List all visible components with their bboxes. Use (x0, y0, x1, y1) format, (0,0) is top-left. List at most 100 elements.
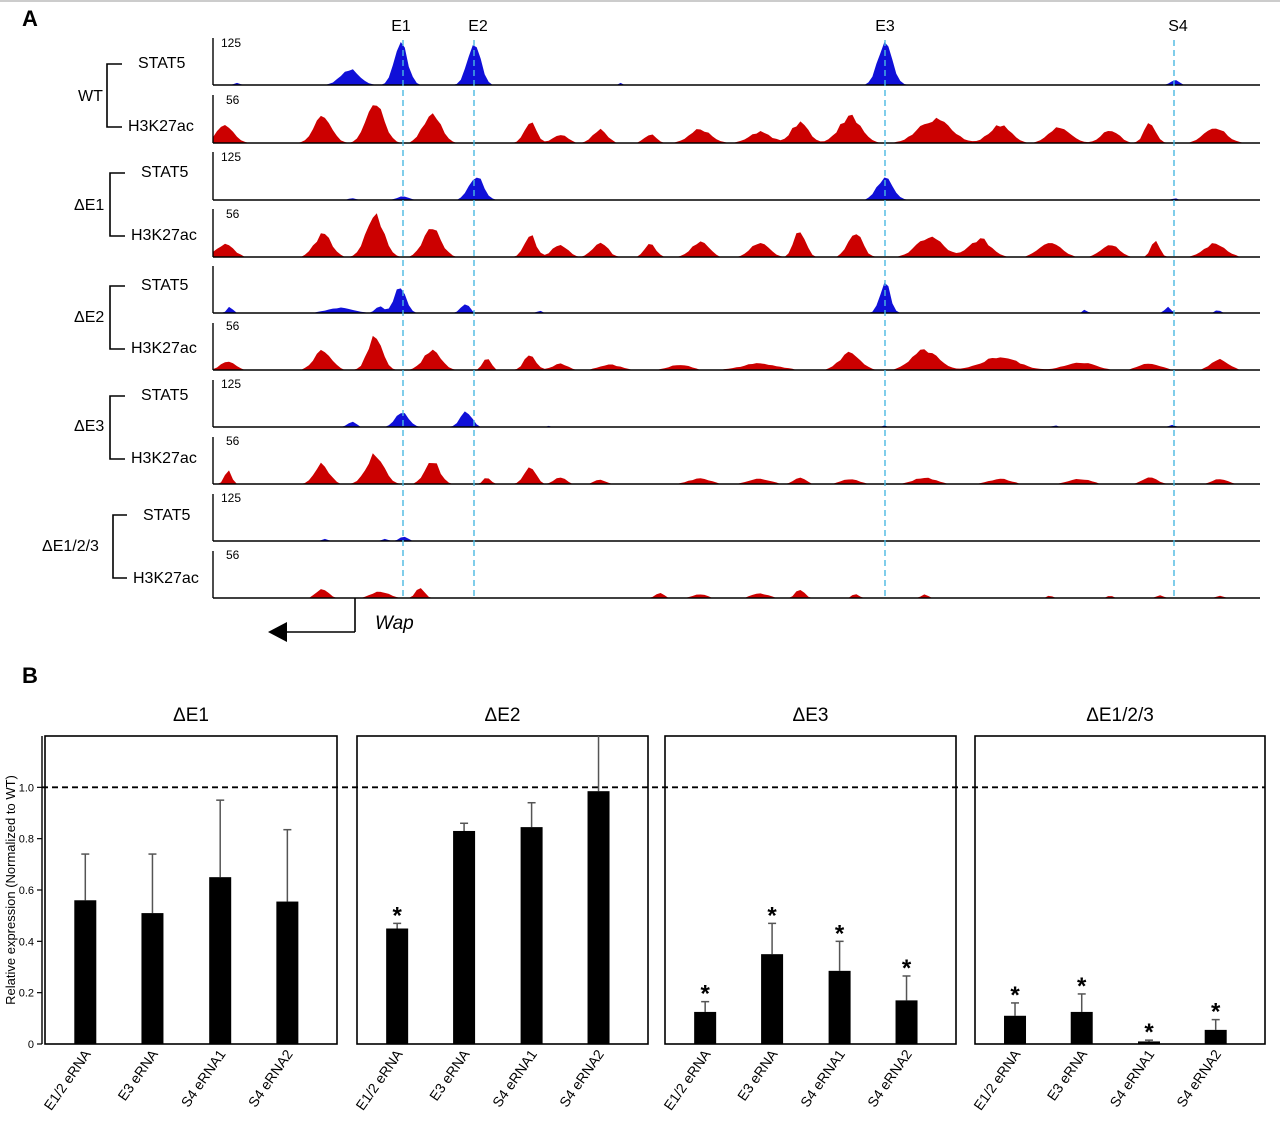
chart-frame (664, 735, 957, 1045)
track-scale-labels: 125 56 125 56 56 125 56 125 56 (221, 36, 241, 562)
significance-marker: * (767, 902, 777, 929)
significance-marker: * (902, 955, 912, 982)
group-label-wt: WT (78, 88, 103, 105)
chart-0: ΔE1 E1/2 eRNA E3 eRNA S4 eRNA1 S4 eRNA2 (40, 705, 338, 1113)
bar-e1-2-erna (386, 928, 409, 1044)
category-label: E1/2 eRNA (970, 1046, 1024, 1113)
track-label-de3-h3k27ac: H3K27ac (131, 450, 197, 467)
category-label: S4 eRNA1 (178, 1046, 229, 1110)
chart-title: ΔE2 (485, 705, 521, 726)
bar-s4-erna2 (1204, 1029, 1227, 1044)
significance-marker: * (392, 902, 402, 929)
bar-s4-erna1 (520, 827, 543, 1044)
track-label-wt-stat5: STAT5 (138, 55, 186, 72)
track-label-de1-stat5: STAT5 (141, 164, 189, 181)
y-tick-label: 0.2 (19, 988, 34, 1000)
gene-label-wap: Wap (375, 613, 414, 634)
track-name-labels: STAT5 H3K27ac STAT5 H3K27ac STAT5 H3K27a… (128, 55, 199, 587)
category-label: S4 eRNA2 (1173, 1046, 1224, 1110)
bar-s4-erna2 (587, 791, 610, 1044)
category-label: S4 eRNA1 (1106, 1046, 1157, 1110)
significance-marker: * (1077, 973, 1087, 1000)
y-tick-label: 1.0 (19, 782, 34, 794)
bar-e1-2-erna (1004, 1015, 1027, 1044)
scale-de3-h3k27ac: 56 (226, 434, 240, 448)
chart-title: ΔE3 (793, 705, 829, 726)
chart-title: ΔE1/2/3 (1086, 705, 1154, 726)
significance-marker: * (1144, 1019, 1154, 1046)
track-label-de3-stat5: STAT5 (141, 387, 189, 404)
y-axis: 0 0.2 0.4 0.6 0.8 1.0 (19, 736, 43, 1051)
significance-marker: * (1211, 999, 1221, 1026)
panel-a-genome-tracks: A E1 E2 E3 S4 WT ΔE1 ΔE2 ΔE3 ΔE1/2/3 STA… (22, 6, 1260, 642)
bar-e3-erna (761, 954, 784, 1044)
bar-s4-erna2 (895, 1000, 918, 1044)
track-label-de2-stat5: STAT5 (141, 277, 189, 294)
chart-frame (44, 735, 338, 1045)
track-group-labels: WT ΔE1 ΔE2 ΔE3 ΔE1/2/3 (42, 88, 104, 555)
scale-wt-stat5: 125 (221, 36, 241, 50)
scale-de123-h3k27ac: 56 (226, 548, 240, 562)
y-tick-label: 0.4 (19, 936, 34, 948)
track-label-de123-h3k27ac: H3K27ac (133, 570, 199, 587)
group-bracket-2 (109, 285, 125, 350)
scale-de2-h3k27ac: 56 (226, 319, 240, 333)
chart-1: ΔE2 * E1/2 eRNA E3 eRNA S4 eRNA1 S4 eRNA2 (352, 705, 649, 1113)
category-label: E3 eRNA (1044, 1046, 1091, 1104)
track-label-de123-stat5: STAT5 (143, 507, 191, 524)
panel-a-letter: A (22, 6, 38, 31)
significance-marker: * (700, 981, 710, 1008)
bar-e3-erna (453, 830, 476, 1044)
peak-label-e2: E2 (468, 18, 488, 35)
signal-stat5-group-1 (213, 177, 1260, 200)
y-tick-label: 0.6 (19, 885, 34, 897)
category-label: E3 eRNA (734, 1046, 781, 1104)
group-label-de2: ΔE2 (74, 309, 104, 326)
signal-h3k27ac-group-1 (213, 213, 1260, 257)
group-bracket-1 (109, 172, 125, 237)
chart-frame (974, 735, 1266, 1045)
chart-frame (356, 735, 649, 1045)
group-bracket-4 (112, 514, 127, 579)
group-bracket-0 (106, 63, 122, 128)
bar-s4-erna2 (276, 901, 299, 1044)
bar-chart-panels: ΔE1 E1/2 eRNA E3 eRNA S4 eRNA1 S4 eRNA2 ΔE2 * E… (40, 705, 1266, 1113)
bar-e1-2-erna (694, 1011, 717, 1044)
significance-marker: * (835, 920, 845, 947)
track-label-wt-h3k27ac: H3K27ac (128, 118, 194, 135)
bar-e3-erna (1070, 1011, 1093, 1044)
signal-stat5-group-0 (213, 42, 1260, 85)
track-label-de2-h3k27ac: H3K27ac (131, 340, 197, 357)
signal-h3k27ac-group-3 (213, 453, 1260, 484)
signal-h3k27ac-group-2 (213, 335, 1260, 370)
y-tick-label: 0 (28, 1039, 34, 1051)
chart-3: ΔE1/2/3*E1/2 eRNA*E3 eRNA*S4 eRNA1*S4 eR… (970, 705, 1266, 1113)
category-label: S4 eRNA2 (864, 1046, 915, 1110)
category-label: E1/2 eRNA (352, 1046, 406, 1113)
peak-label-s4: S4 (1168, 18, 1188, 35)
category-label: S4 eRNA1 (489, 1046, 540, 1110)
significance-marker: * (1010, 982, 1020, 1009)
bar-e1-2-erna (74, 900, 97, 1044)
category-label: S4 eRNA2 (245, 1046, 296, 1110)
signal-h3k27ac-group-0 (213, 105, 1260, 143)
scale-wt-h3k27ac: 56 (226, 93, 240, 107)
bar-s4-erna1 (1138, 1041, 1160, 1044)
signal-h3k27ac-group-4 (213, 588, 1260, 598)
chart-title: ΔE1 (173, 705, 209, 726)
wap-gene-arrow (268, 598, 356, 642)
scale-de1-h3k27ac: 56 (226, 207, 240, 221)
category-label: E3 eRNA (114, 1046, 161, 1104)
group-label-de123: ΔE1/2/3 (42, 538, 99, 555)
scale-de1-stat5: 125 (221, 150, 241, 164)
group-label-de1: ΔE1 (74, 197, 104, 214)
bar-e3-erna (141, 913, 164, 1044)
peak-label-e3: E3 (875, 18, 895, 35)
scale-de123-stat5: 125 (221, 491, 241, 505)
category-label: S4 eRNA2 (556, 1046, 607, 1110)
signal-stat5-group-3 (213, 411, 1260, 427)
bar-s4-erna1 (209, 877, 232, 1044)
y-axis-label: Relative expression (Normalized to WT) (3, 775, 18, 1005)
panel-b-bar-charts: B Relative expression (Normalized to WT)… (3, 663, 1266, 1113)
